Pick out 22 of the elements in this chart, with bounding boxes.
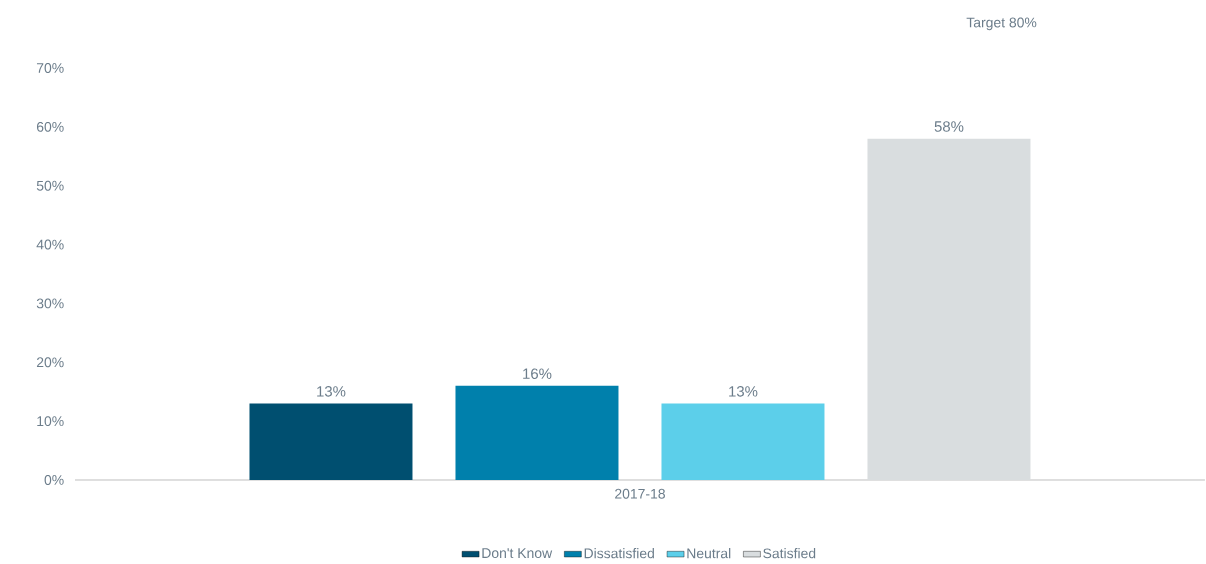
legend-label: Don't Know — [482, 548, 553, 558]
data-label: 13% — [317, 385, 346, 397]
y-tick-label: 70% — [36, 62, 64, 73]
bar — [455, 385, 619, 480]
y-tick-label: 30% — [36, 298, 64, 309]
legend-label: Neutral — [687, 547, 731, 559]
bar — [661, 403, 825, 480]
y-tick-label: 40% — [36, 239, 64, 250]
bar — [867, 138, 1031, 480]
y-tick-label: 50% — [36, 180, 64, 191]
bar — [249, 403, 413, 480]
legend-label: Satisfied — [763, 547, 816, 559]
data-label: 58% — [934, 121, 964, 132]
legend-label: Dissatisfied — [584, 547, 654, 559]
data-label: 16% — [523, 368, 552, 379]
y-tick-label: 0% — [44, 474, 64, 485]
y-tick-label: 20% — [36, 357, 64, 368]
y-tick-label: 60% — [36, 121, 64, 132]
y-tick-label: 10% — [37, 416, 64, 426]
text: Target 80% — [966, 17, 1037, 31]
data-label: 13% — [729, 385, 758, 397]
x-tick-label: 2017-18 — [615, 488, 665, 499]
